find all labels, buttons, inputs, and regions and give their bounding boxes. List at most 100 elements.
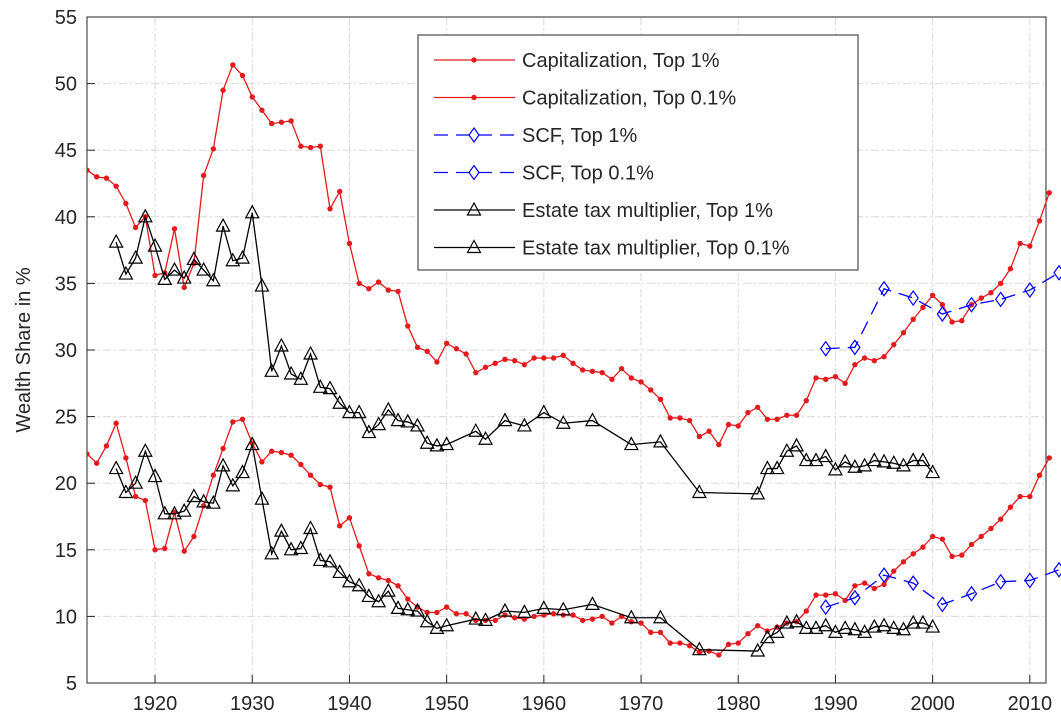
point	[424, 348, 430, 355]
point	[750, 642, 766, 657]
point	[929, 292, 936, 299]
point	[818, 617, 834, 632]
point	[915, 614, 931, 629]
point	[570, 360, 576, 367]
point	[395, 288, 401, 295]
point	[375, 279, 382, 285]
point	[652, 609, 668, 624]
x-tick-label: 1980	[716, 693, 761, 715]
point	[774, 416, 780, 422]
x-tick-label: 2010	[1008, 693, 1053, 715]
point	[317, 143, 323, 149]
point	[638, 379, 644, 385]
point	[754, 404, 761, 410]
point	[769, 460, 785, 475]
point	[205, 272, 221, 287]
point	[667, 415, 673, 421]
y-tick-label: 5	[66, 673, 77, 695]
point	[1017, 493, 1023, 500]
point	[949, 319, 955, 325]
point	[366, 571, 372, 577]
point	[303, 345, 319, 360]
x-tick-label: 1960	[522, 693, 567, 715]
point	[196, 493, 212, 508]
series-line	[825, 272, 1060, 350]
point	[239, 72, 246, 79]
point	[907, 575, 919, 592]
point	[463, 351, 469, 357]
point	[813, 375, 819, 381]
point	[936, 306, 949, 323]
point	[273, 337, 289, 352]
point	[907, 290, 919, 307]
point	[994, 291, 1007, 308]
point	[390, 600, 406, 615]
point	[332, 564, 348, 579]
point	[118, 484, 134, 499]
point	[230, 62, 236, 68]
point	[997, 280, 1004, 287]
point	[405, 323, 411, 329]
point	[147, 468, 163, 483]
point	[103, 443, 110, 449]
point	[162, 545, 168, 552]
point	[380, 582, 396, 597]
point	[638, 620, 644, 626]
y-tick-label: 40	[55, 207, 77, 229]
legend-label: Capitalization, Top 1%	[522, 50, 720, 72]
point	[648, 629, 654, 636]
point	[264, 363, 280, 377]
point	[988, 525, 994, 532]
legend-marker	[468, 126, 480, 144]
point	[1027, 493, 1033, 500]
point	[861, 355, 868, 361]
point	[264, 545, 280, 560]
point	[657, 629, 664, 636]
point	[341, 404, 357, 419]
point	[789, 437, 805, 452]
point	[414, 344, 421, 351]
point	[443, 604, 450, 610]
point	[322, 380, 338, 395]
legend-label: SCF, Top 1%	[522, 125, 637, 147]
point	[959, 317, 965, 324]
point	[215, 217, 231, 232]
point	[278, 449, 285, 456]
point	[166, 261, 182, 276]
series-line	[115, 212, 934, 495]
point	[745, 409, 751, 416]
point	[332, 395, 348, 409]
point	[191, 533, 197, 540]
point	[936, 596, 949, 613]
point	[225, 477, 241, 492]
point	[531, 355, 537, 361]
point	[905, 452, 921, 467]
point	[225, 252, 241, 267]
point	[132, 224, 139, 231]
point	[560, 352, 566, 359]
point	[434, 359, 440, 365]
point	[108, 233, 124, 248]
point	[1036, 218, 1043, 224]
point	[570, 612, 576, 618]
point	[307, 472, 314, 478]
point	[516, 417, 532, 432]
point	[725, 421, 732, 428]
point	[108, 460, 124, 475]
point	[137, 208, 153, 223]
point	[735, 640, 741, 646]
point	[375, 575, 382, 581]
point	[895, 621, 911, 636]
point	[1017, 240, 1023, 247]
point	[920, 304, 926, 311]
point	[628, 375, 635, 381]
point	[827, 624, 843, 638]
x-tick-label: 1920	[133, 693, 178, 715]
point	[871, 357, 878, 364]
point	[978, 295, 984, 301]
point	[235, 249, 251, 264]
point	[886, 454, 902, 469]
point	[925, 464, 941, 479]
point	[273, 522, 289, 537]
